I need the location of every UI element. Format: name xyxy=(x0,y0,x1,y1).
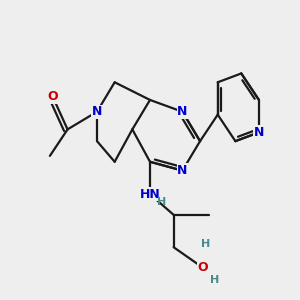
Text: HN: HN xyxy=(140,188,160,201)
Text: O: O xyxy=(198,261,208,274)
Text: N: N xyxy=(254,126,264,139)
Text: N: N xyxy=(177,105,188,118)
Text: N: N xyxy=(177,164,188,177)
Text: H: H xyxy=(201,238,211,249)
Text: O: O xyxy=(198,261,208,274)
Text: O: O xyxy=(47,91,58,103)
Text: N: N xyxy=(92,105,102,118)
Text: H: H xyxy=(157,197,166,207)
Text: H: H xyxy=(210,274,220,285)
